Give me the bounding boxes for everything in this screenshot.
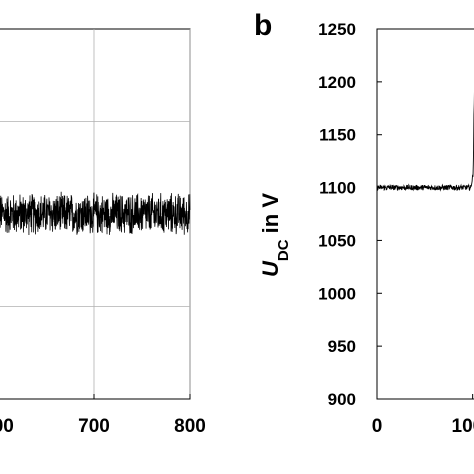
panel-b-y-tick-label: 900	[328, 390, 356, 409]
panel-a-x-ticks: 600 700 800	[0, 394, 206, 437]
panel-b-y-tick-label: 1100	[319, 179, 356, 198]
panel-b-y-axis-label: UDC in V	[258, 193, 292, 277]
panel-b-y-tick-label: 1000	[318, 284, 356, 303]
panel-b-x-ticks: 0 1000	[372, 394, 474, 437]
y-axis-label: UDC in V	[258, 193, 292, 277]
panel-b-y-tick-label: 1250	[318, 20, 356, 39]
panel-a: 600 700 800	[0, 28, 206, 437]
panel-b-voltage-line	[376, 91, 474, 192]
y-axis-label-main: U	[258, 260, 283, 277]
panel-a-grid	[0, 29, 191, 399]
panel-label-b: b	[254, 9, 272, 42]
panel-b: b UDC in V 900 950 1000 1050 1100 1150 1200 125…	[254, 9, 474, 437]
y-axis-label-rest: in V	[258, 193, 283, 240]
panel-b-x-tick-label: 0	[372, 416, 383, 437]
panel-b-y-tick-label: 1150	[319, 126, 356, 145]
panel-a-x-tick-label: 800	[174, 416, 206, 437]
panel-b-y-tick-label: 950	[328, 337, 356, 356]
y-axis-label-sub: DC	[275, 239, 292, 261]
panel-b-x-tick-label: 1000	[452, 416, 474, 437]
panel-b-y-tick-label: 1200	[318, 73, 356, 92]
panel-b-y-ticks: 900 950 1000 1050 1100 1150 1200 1250	[318, 20, 382, 409]
panel-a-x-tick-label: 700	[78, 416, 110, 437]
panel-b-y-tick-label: 1050	[318, 231, 356, 250]
panel-b-plot-area	[376, 28, 474, 400]
panel-a-x-tick-label: 600	[0, 416, 14, 437]
panel-a-signal-line	[0, 191, 191, 236]
